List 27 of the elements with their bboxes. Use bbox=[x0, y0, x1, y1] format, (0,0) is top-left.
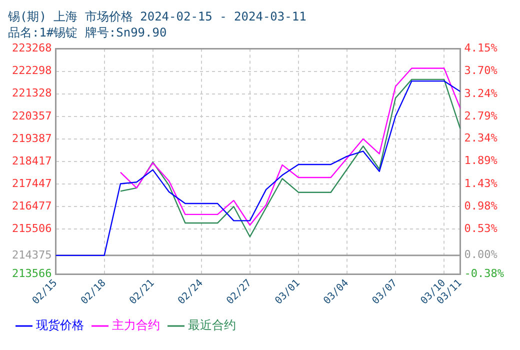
y-tick-label: 221328 bbox=[12, 86, 52, 100]
y2-tick-label: 1.89% bbox=[464, 154, 498, 168]
y-tick-label: 213566 bbox=[12, 267, 52, 280]
y2-tick-label: 0.53% bbox=[464, 222, 498, 235]
chart-subtitle: 品名:1#锡锭 牌号:Sn99.90 bbox=[8, 26, 167, 40]
y2-tick-label: 1.43% bbox=[464, 177, 498, 190]
y2-tick-label: 2.79% bbox=[464, 109, 498, 122]
chart-title: 锡(期) 上海 市场价格 2024-02-15 - 2024-03-11 bbox=[7, 9, 306, 24]
legend-label: 现货价格 bbox=[36, 318, 84, 332]
y2-tick-label: 3.70% bbox=[464, 64, 498, 78]
y2-tick-label: 2.34% bbox=[464, 132, 498, 145]
y-tick-label: 218417 bbox=[12, 154, 52, 168]
y-tick-label: 222298 bbox=[12, 64, 52, 78]
y-tick-label: 219387 bbox=[12, 132, 52, 145]
y-tick-label: 217447 bbox=[12, 176, 52, 190]
legend-label: 最近合约 bbox=[188, 318, 236, 332]
y2-tick-label: 0.00% bbox=[464, 248, 498, 262]
y2-tick-label: 0.98% bbox=[464, 199, 498, 212]
y-tick-label: 216477 bbox=[12, 199, 52, 212]
y-tick-label: 220357 bbox=[12, 109, 52, 122]
y2-tick-label: 4.15% bbox=[464, 42, 498, 55]
legend-label: 主力合约 bbox=[112, 318, 160, 332]
y-tick-label: 214375 bbox=[12, 248, 52, 262]
y-tick-label: 215506 bbox=[12, 222, 52, 236]
y2-tick-label: -0.38% bbox=[464, 267, 504, 280]
y2-tick-label: 3.24% bbox=[464, 86, 498, 100]
y-tick-label: 223268 bbox=[12, 42, 52, 55]
